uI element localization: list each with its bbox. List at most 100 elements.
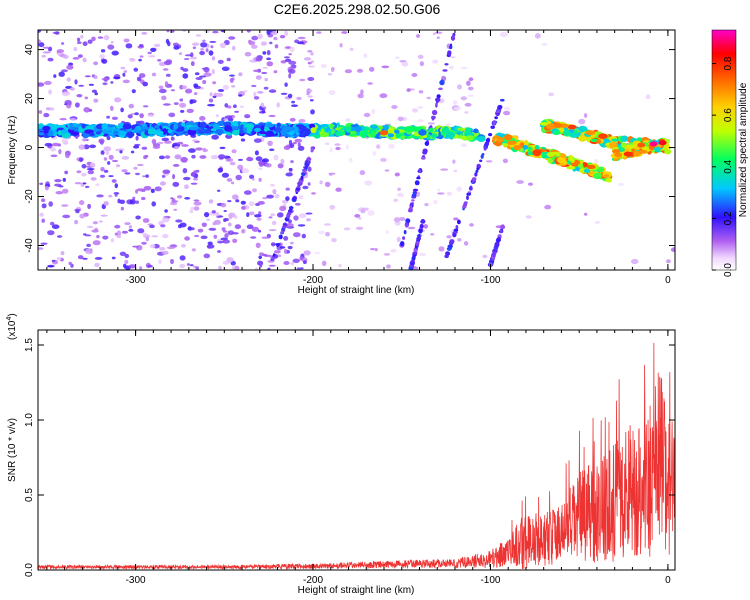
noise-blob bbox=[630, 258, 639, 265]
noise-blob bbox=[238, 94, 243, 97]
noise-blob bbox=[193, 83, 199, 88]
noise-blob bbox=[436, 192, 445, 195]
y-tick-label: -40 bbox=[24, 238, 35, 253]
streak-blob bbox=[414, 180, 420, 186]
noise-blob bbox=[248, 211, 255, 216]
noise-blob bbox=[268, 264, 276, 267]
hot-spot bbox=[553, 123, 562, 128]
noise-blob bbox=[432, 32, 436, 35]
ridge-blob bbox=[539, 122, 550, 126]
ridge-blob bbox=[588, 171, 595, 175]
noise-blob bbox=[232, 45, 236, 51]
noise-blob bbox=[129, 199, 136, 205]
noise-blob bbox=[51, 224, 60, 229]
noise-blob bbox=[201, 67, 208, 70]
noise-blob bbox=[228, 36, 236, 40]
noise-blob bbox=[391, 105, 398, 109]
noise-blob bbox=[298, 195, 304, 200]
streak-blob bbox=[446, 247, 452, 251]
noise-blob bbox=[106, 135, 111, 141]
noise-blob bbox=[468, 86, 474, 91]
noise-blob bbox=[98, 138, 105, 144]
ridge-blob bbox=[620, 135, 629, 142]
noise-blob bbox=[424, 203, 429, 207]
noise-blob bbox=[269, 148, 275, 152]
noise-blob bbox=[396, 193, 403, 197]
noise-blob bbox=[205, 48, 209, 53]
noise-blob bbox=[135, 215, 141, 220]
noise-blob bbox=[246, 30, 251, 33]
noise-blob bbox=[262, 66, 268, 69]
noise-blob bbox=[248, 59, 254, 63]
ridge-blob bbox=[586, 164, 596, 170]
noise-blob bbox=[81, 164, 87, 169]
noise-blob bbox=[64, 170, 69, 175]
noise-blob bbox=[339, 43, 343, 48]
noise-blob bbox=[139, 266, 143, 270]
noise-blob bbox=[86, 168, 95, 171]
noise-blob bbox=[124, 172, 131, 175]
noise-blob bbox=[130, 113, 136, 115]
streak-blob bbox=[412, 251, 418, 255]
noise-blob bbox=[103, 201, 109, 206]
noise-blob bbox=[84, 75, 91, 78]
noise-blob bbox=[103, 146, 112, 152]
noise-blob bbox=[170, 89, 175, 92]
noise-blob bbox=[232, 238, 238, 243]
ridge-blob bbox=[370, 130, 377, 137]
ridge-blob bbox=[593, 172, 602, 180]
noise-blob bbox=[81, 138, 88, 142]
spectrogram-layer bbox=[38, 30, 675, 270]
ridge-blob bbox=[60, 129, 67, 134]
streak-blob bbox=[436, 94, 441, 99]
colorbar-tick-label: 0.4 bbox=[723, 159, 734, 173]
noise-blob bbox=[123, 70, 128, 73]
noise-blob bbox=[246, 224, 254, 229]
noise-blob bbox=[166, 30, 170, 33]
streak-blob bbox=[272, 253, 276, 257]
noise-blob bbox=[297, 224, 306, 227]
noise-blob bbox=[666, 259, 671, 264]
noise-blob bbox=[58, 149, 62, 155]
ridge-blob bbox=[42, 125, 51, 131]
streak-blob bbox=[267, 267, 271, 270]
colorbar-label: Normalized spectral amplitude bbox=[738, 82, 749, 217]
noise-blob bbox=[61, 188, 69, 194]
streak-blob bbox=[288, 206, 294, 210]
noise-blob bbox=[258, 252, 264, 256]
noise-blob bbox=[594, 158, 599, 164]
noise-blob bbox=[128, 57, 135, 61]
streak-blob bbox=[444, 63, 449, 66]
noise-blob bbox=[165, 73, 171, 77]
noise-blob bbox=[645, 94, 651, 100]
noise-blob bbox=[224, 103, 229, 108]
noise-blob bbox=[59, 118, 67, 121]
noise-blob bbox=[276, 102, 280, 108]
ridge-blob bbox=[276, 122, 282, 128]
ridge-blob bbox=[287, 126, 296, 131]
noise-blob bbox=[370, 248, 376, 251]
noise-blob bbox=[309, 99, 314, 102]
noise-blob bbox=[50, 154, 58, 158]
noise-blob bbox=[277, 212, 284, 218]
noise-blob bbox=[120, 66, 126, 70]
noise-blob bbox=[270, 242, 276, 247]
noise-blob bbox=[288, 68, 296, 74]
noise-blob bbox=[100, 49, 106, 53]
streak-blob bbox=[471, 177, 477, 181]
noise-blob bbox=[189, 99, 194, 105]
noise-blob bbox=[61, 204, 69, 207]
noise-blob bbox=[61, 137, 68, 144]
noise-blob bbox=[296, 267, 301, 270]
noise-blob bbox=[189, 264, 194, 267]
noise-blob bbox=[86, 243, 91, 247]
noise-blob bbox=[258, 211, 262, 216]
ridge-blob bbox=[254, 127, 261, 132]
noise-blob bbox=[164, 140, 172, 144]
noise-blob bbox=[163, 103, 171, 106]
ridge-blob bbox=[328, 123, 335, 128]
ridge-blob bbox=[296, 124, 304, 128]
streak-blob bbox=[499, 229, 503, 234]
ridge-blob bbox=[411, 126, 421, 132]
